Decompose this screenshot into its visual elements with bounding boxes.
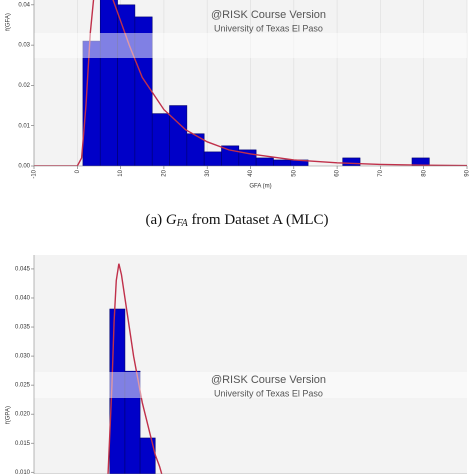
bar	[255, 157, 274, 166]
bar	[342, 157, 361, 166]
y-tick-label: 0.045	[15, 267, 31, 273]
x-tick-label: 50	[291, 169, 297, 176]
y-tick-label: 0.04	[18, 2, 30, 8]
bar	[203, 151, 222, 166]
x-axis-label: GFA (m)	[249, 184, 271, 190]
y-tick-label: 0.035	[15, 325, 31, 331]
y-axis-label: f(GPA)	[6, 406, 12, 424]
x-tick-label: -10	[32, 169, 38, 178]
bar	[99, 0, 118, 166]
y-tick-label: 0.00	[18, 164, 30, 170]
caption-subscript: FA	[176, 218, 189, 229]
caption-symbol: G	[166, 212, 177, 228]
bar	[273, 159, 292, 166]
caption-suffix: from Dataset A (MLC)	[191, 212, 328, 228]
x-tick-label: 60	[335, 169, 341, 176]
y-tick-label: 0.010	[15, 470, 31, 474]
y-tick-label: 0.020	[15, 412, 31, 418]
y-tick-label: 0.025	[15, 383, 31, 389]
x-tick-label: 90	[465, 169, 471, 176]
watermark-band	[34, 372, 467, 398]
y-tick-label: 0.01	[18, 123, 30, 129]
x-tick-label: 40	[248, 169, 254, 176]
caption: (a) GFA from Dataset A (MLC)	[146, 212, 329, 231]
y-axis-label: f(GFA)	[6, 13, 12, 31]
x-tick-label: 20	[161, 169, 167, 176]
watermark: @RISK Course Version	[211, 374, 326, 386]
x-tick-label: 70	[378, 169, 384, 176]
bar	[117, 4, 136, 166]
y-tick-label: 0.02	[18, 83, 30, 89]
x-tick-label: 10	[118, 169, 124, 176]
y-tick-label: 0.030	[15, 354, 31, 360]
plot-area	[34, 255, 467, 474]
watermark: @RISK Course Version	[211, 9, 326, 21]
caption-prefix: (a)	[146, 212, 163, 228]
bar	[169, 105, 188, 166]
bar	[151, 113, 170, 166]
x-tick-label: 80	[421, 169, 427, 176]
bar	[221, 145, 240, 166]
y-tick-label: 0.03	[18, 43, 30, 49]
fit-curve	[107, 263, 163, 474]
x-tick-label: 30	[205, 169, 211, 176]
watermark-band	[34, 33, 467, 58]
x-tick-label: 0	[75, 169, 81, 173]
y-tick-label: 0.040	[15, 296, 31, 302]
watermark: University of Texas El Paso	[214, 23, 323, 33]
y-tick-label: 0.015	[15, 441, 31, 447]
watermark: University of Texas El Paso	[214, 388, 323, 398]
